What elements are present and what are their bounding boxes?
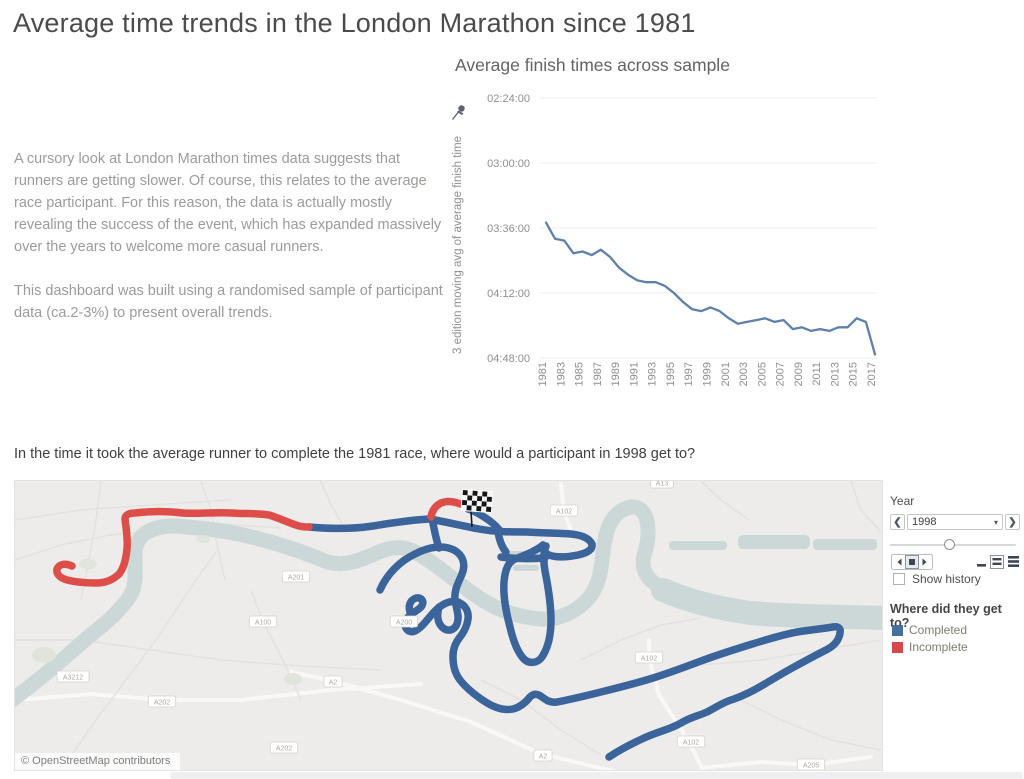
show-history-checkbox[interactable] — [893, 573, 905, 585]
river-thames — [0, 499, 894, 712]
pushpin-icon[interactable] — [450, 102, 468, 124]
svg-text:A102: A102 — [641, 656, 657, 663]
y-tick-label: 04:12:00 — [487, 288, 530, 300]
show-history-label: Show history — [912, 572, 981, 586]
road-badge: A202 — [269, 741, 299, 754]
intro-paragraph-2: This dashboard was built using a randomi… — [14, 283, 443, 321]
route-completed — [305, 505, 844, 761]
road-badge: A205 — [796, 758, 826, 771]
x-tick-label: 2005 — [756, 362, 768, 386]
svg-text:A3212: A3212 — [63, 675, 83, 682]
map-minor-roads — [14, 480, 882, 771]
map-question-text: In the time it took the average runner t… — [14, 446, 696, 462]
playback-speed-controls[interactable] — [975, 554, 1021, 570]
legend-item-completed[interactable]: Completed — [892, 623, 967, 637]
incomplete-swatch — [892, 641, 903, 653]
svg-text:A205: A205 — [803, 763, 819, 770]
y-tick-label: 03:36:00 — [487, 223, 530, 235]
year-dropdown[interactable]: 1998 ▾ — [907, 514, 1003, 530]
road-badge: A2 — [323, 675, 343, 688]
caret-down-icon: ▾ — [993, 517, 998, 527]
route-incomplete — [53, 497, 469, 587]
horizontal-scrollbar[interactable] — [170, 772, 1023, 779]
road-badge: A201 — [281, 570, 311, 583]
playback-controls[interactable] — [891, 554, 933, 570]
legend-label: Incomplete — [909, 640, 968, 654]
speed-low-icon — [977, 564, 986, 567]
filter-sidebar: Year ❮ 1998 ▾ ❯ Show history Where did t… — [890, 494, 1022, 674]
svg-text:A2: A2 — [539, 754, 548, 761]
x-tick-label: 1995 — [665, 362, 677, 386]
y-tick-label: 04:48:00 — [487, 353, 530, 365]
page-title: Average time trends in the London Marath… — [13, 8, 696, 38]
legend-item-incomplete[interactable]: Incomplete — [892, 640, 968, 654]
map-canvas[interactable]: A102 A13 A100 A200 A201 A3212 A202 A2 A202 A2 A102… — [0, 476, 898, 773]
legend-label: Completed — [909, 623, 968, 637]
road-badge: A102 — [549, 504, 579, 517]
finish-times-chart: 02:24:00 03:00:00 03:36:00 04:12:00 04:48:00… — [487, 93, 878, 386]
x-tick-label: 1989 — [610, 362, 622, 386]
route-map[interactable]: A102 A13 A100 A200 A201 A3212 A202 A2 A202 A2 A102… — [0, 476, 898, 773]
x-tick-label: 2015 — [848, 362, 860, 386]
speed-high-icon — [1008, 556, 1019, 567]
x-tick-label: 2017 — [866, 362, 878, 386]
road-badge: A102 — [634, 651, 664, 664]
x-tick-label: 2009 — [793, 362, 805, 386]
road-badge: A3212 — [56, 670, 90, 683]
svg-text:A2: A2 — [329, 680, 338, 687]
parks — [32, 535, 302, 685]
intro-paragraph-1: A cursory look at London Marathon times … — [14, 151, 442, 255]
svg-text:A102: A102 — [683, 740, 699, 747]
chart-title: Average finish times across sample — [455, 55, 730, 75]
x-tick-label: 1999 — [702, 362, 714, 386]
x-tick-label: 1983 — [555, 362, 567, 386]
road-badge: A200 — [389, 615, 419, 628]
year-value: 1998 — [912, 516, 937, 528]
svg-text:A202: A202 — [154, 700, 170, 707]
year-slider-thumb[interactable] — [944, 539, 956, 550]
y-tick-label: 03:00:00 — [487, 158, 530, 170]
road-badge: A2 — [533, 749, 553, 762]
road-badge: A13 — [650, 476, 674, 489]
year-prev-button[interactable]: ❮ — [890, 514, 905, 530]
svg-text:A13: A13 — [656, 481, 669, 488]
x-tick-label: 1997 — [683, 362, 695, 386]
river-thames-wide — [651, 578, 898, 630]
x-tick-label: 1981 — [537, 362, 549, 386]
map-attribution: © OpenStreetMap contributors — [15, 753, 181, 770]
x-tick-label: 1985 — [574, 362, 586, 386]
x-tick-label: 1993 — [647, 362, 659, 386]
x-tick-label: 2001 — [720, 362, 732, 386]
step-back-icon — [897, 558, 902, 566]
svg-text:A102: A102 — [556, 509, 572, 516]
completed-swatch — [892, 624, 903, 636]
intro-text: A cursory look at London Marathon times … — [14, 148, 448, 346]
stop-icon — [909, 559, 915, 565]
svg-text:A202: A202 — [276, 746, 292, 753]
x-tick-label: 2003 — [738, 362, 750, 386]
road-badge: A100 — [248, 615, 278, 628]
x-tick-label: 2013 — [829, 362, 841, 386]
road-badge: A202 — [147, 695, 177, 708]
svg-text:A100: A100 — [255, 620, 271, 627]
year-next-button[interactable]: ❯ — [1005, 514, 1020, 530]
speed-medium-icon — [990, 555, 1004, 569]
year-filter-label: Year — [890, 494, 915, 508]
avg-finish-time-line — [544, 221, 877, 356]
checkered-flag-icon — [460, 488, 493, 528]
x-tick-label: 1991 — [628, 362, 640, 386]
svg-text:A201: A201 — [288, 575, 304, 582]
y-tick-label: 02:24:00 — [487, 93, 530, 105]
x-tick-label: 2007 — [775, 362, 787, 386]
road-badge: A102 — [676, 735, 706, 748]
x-tick-label: 1987 — [592, 362, 604, 386]
step-forward-icon — [922, 558, 927, 566]
svg-text:A200: A200 — [396, 620, 412, 627]
x-tick-label: 2011 — [811, 362, 823, 386]
road-labels: A102 A13 A100 A200 A201 A3212 A202 A2 A202 A2 A102… — [56, 476, 826, 771]
